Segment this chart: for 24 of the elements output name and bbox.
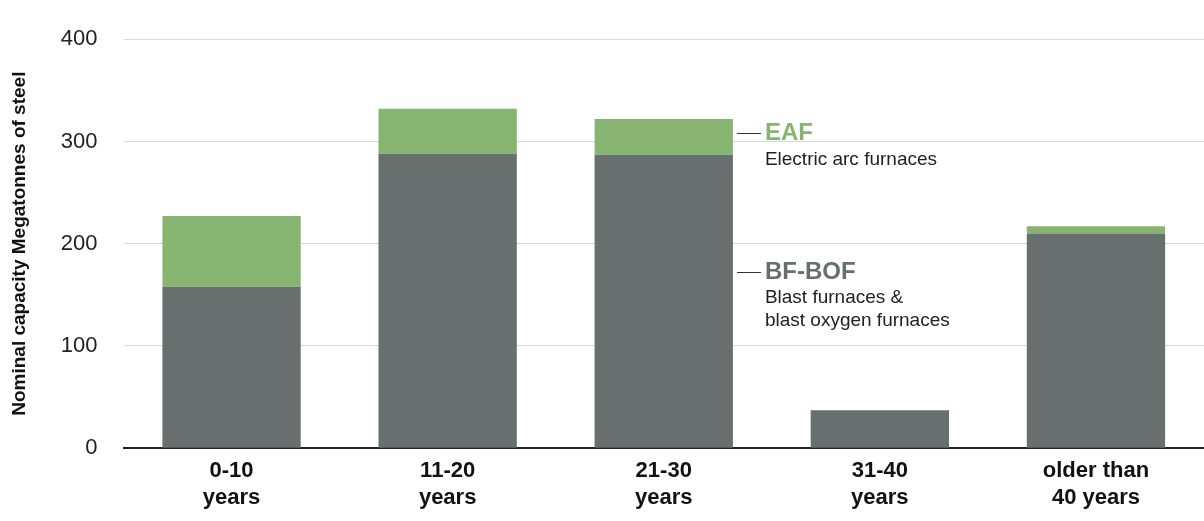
bar [594,118,733,155]
y-tick-label: 300 [60,127,98,153]
annotation: Electric arc furnaces [764,147,938,169]
bar [378,108,517,154]
bar [162,286,301,448]
bar [1026,226,1166,234]
y-tick-label: 0 [85,434,98,460]
bar [1026,233,1166,448]
y-tick-label: 100 [60,332,98,358]
x-tick-label: 0-10 years [202,457,261,509]
series-label: BF-BOF [764,256,856,284]
x-tick-label: 21-30 years [635,457,693,509]
annotation: Blast furnaces & blast oxygen furnaces [764,286,950,331]
x-tick-label: 11-20 years [418,457,477,509]
x-tick-label: 31-40 years [851,457,909,509]
bar [594,154,733,448]
y-axis-title: Nominal capacity Megatonnes of steel [7,71,29,416]
y-tick-label: 400 [60,25,98,51]
bar [378,153,517,448]
y-tick-label: 200 [60,229,98,255]
bar [810,410,949,448]
x-tick-label: older than 40 years [1042,457,1150,509]
bar [162,216,301,287]
series-label: EAF [764,117,813,145]
